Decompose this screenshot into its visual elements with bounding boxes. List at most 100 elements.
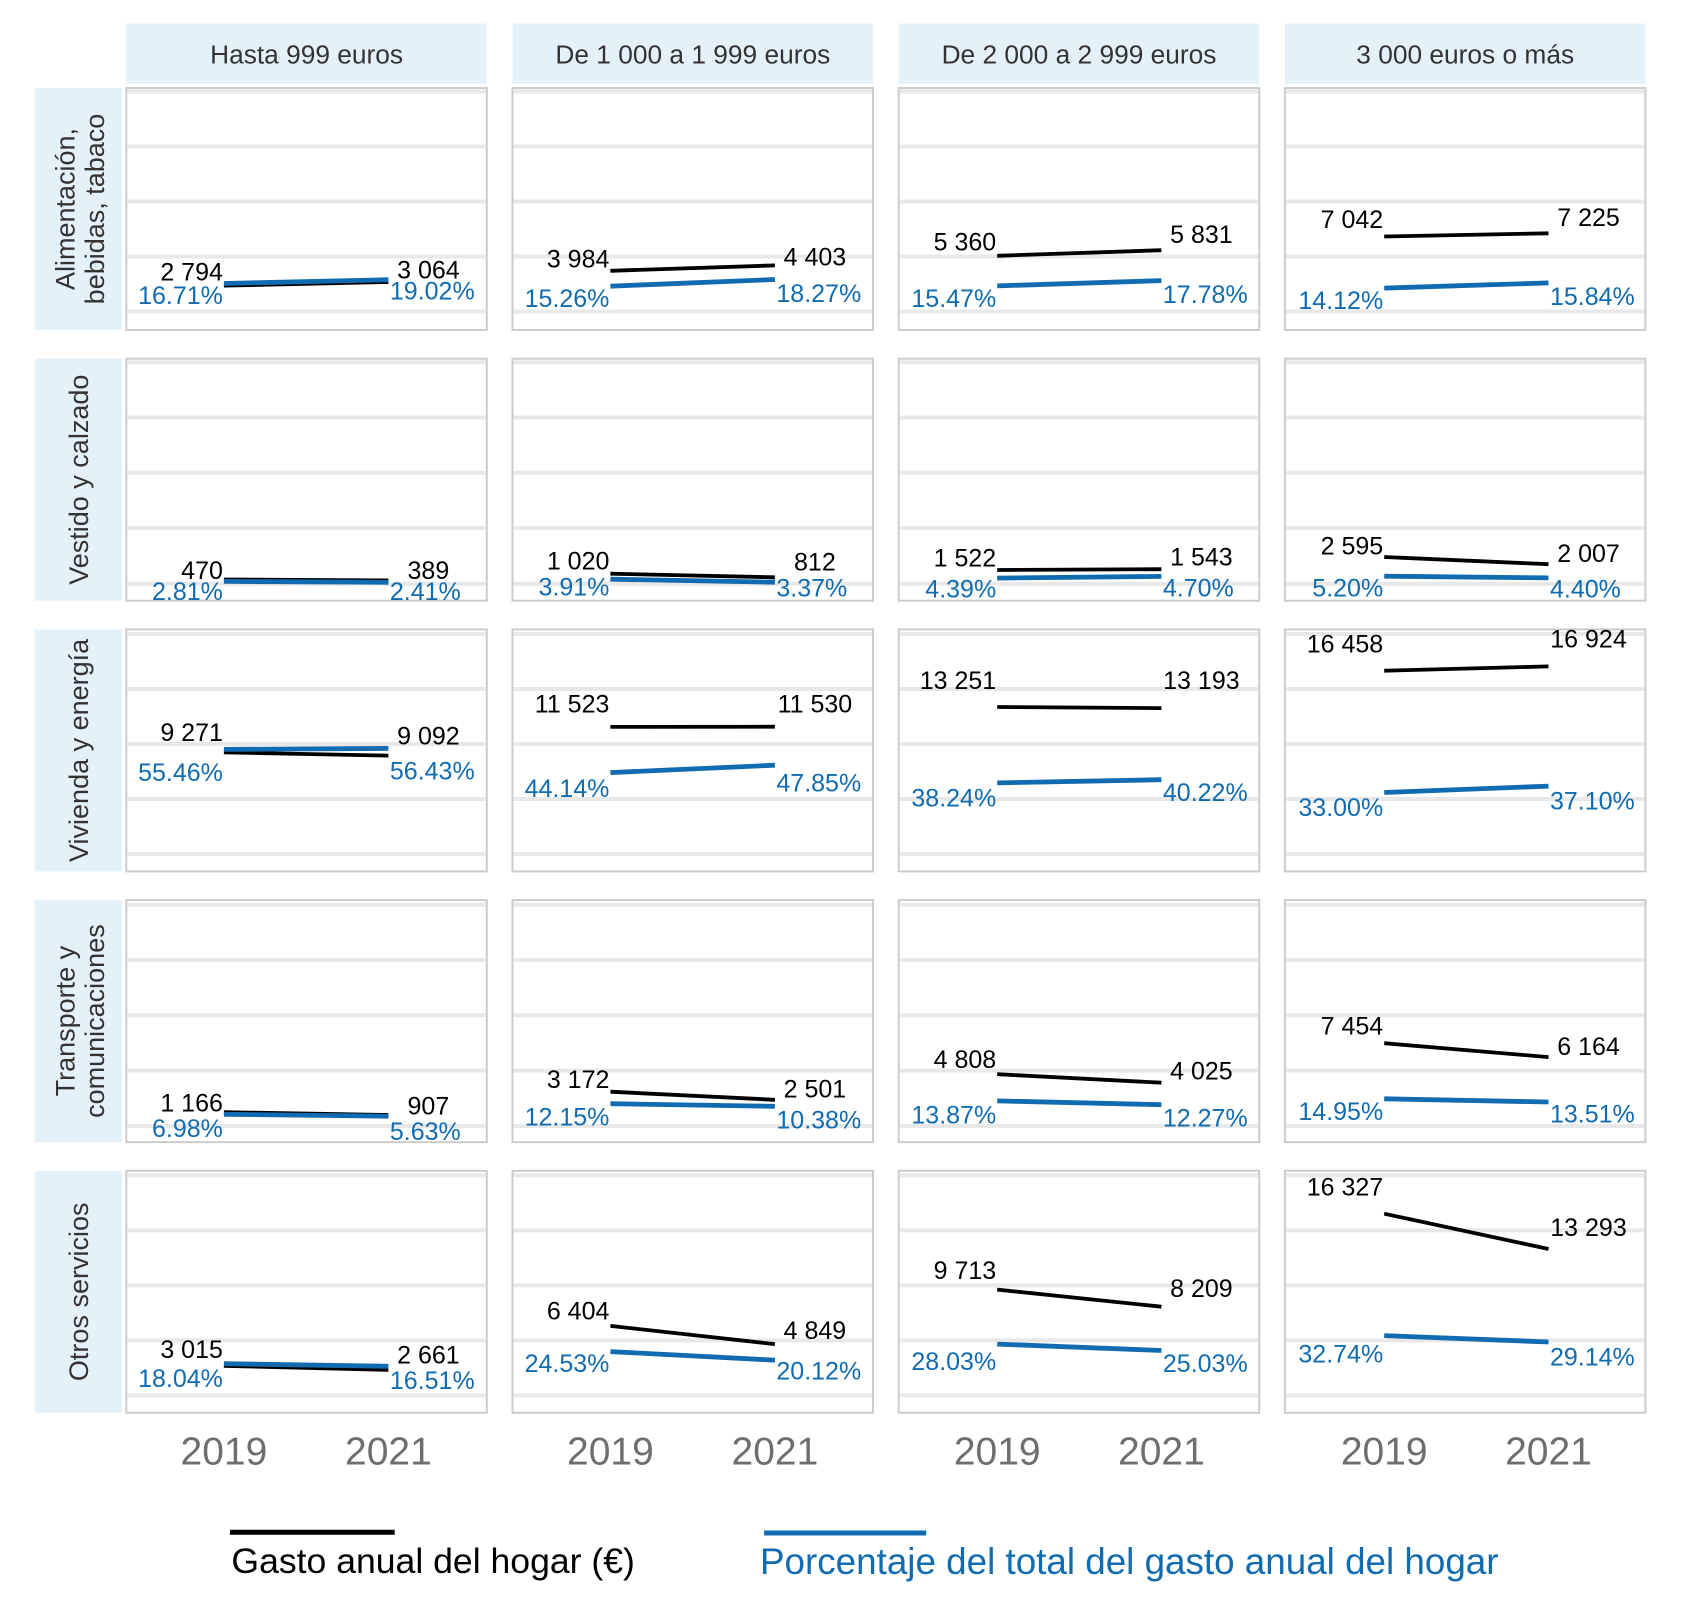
svg-text:29.14%: 29.14% [1550,1344,1635,1372]
svg-text:2019: 2019 [567,1431,654,1474]
svg-text:Porcentaje del total del gasto: Porcentaje del total del gasto anual del… [760,1541,1499,1582]
svg-text:1 522: 1 522 [934,544,997,572]
svg-text:12.15%: 12.15% [525,1104,610,1132]
svg-text:8 209: 8 209 [1170,1275,1233,1303]
svg-text:10.38%: 10.38% [776,1107,861,1135]
svg-text:7 454: 7 454 [1321,1013,1384,1041]
svg-text:15.47%: 15.47% [911,285,996,313]
svg-text:40.22%: 40.22% [1163,779,1248,807]
svg-text:15.84%: 15.84% [1550,283,1635,311]
svg-text:907: 907 [408,1092,450,1120]
svg-text:2.81%: 2.81% [152,578,223,606]
svg-text:13 251: 13 251 [920,667,996,695]
svg-text:3.37%: 3.37% [776,574,847,602]
svg-text:Transporte y: Transporte y [51,945,81,1096]
svg-text:6 404: 6 404 [547,1298,610,1326]
svg-text:812: 812 [794,549,836,577]
svg-text:4.40%: 4.40% [1550,575,1621,603]
svg-text:2021: 2021 [1118,1431,1205,1474]
svg-text:4.39%: 4.39% [925,575,996,603]
svg-text:2021: 2021 [732,1431,819,1474]
svg-text:2021: 2021 [345,1431,432,1474]
svg-text:7 042: 7 042 [1321,206,1384,234]
svg-text:De 2 000 a 2 999 euros: De 2 000 a 2 999 euros [942,39,1217,69]
svg-text:Hasta 999 euros: Hasta 999 euros [210,39,403,69]
svg-text:16.71%: 16.71% [138,282,223,310]
svg-text:13.51%: 13.51% [1550,1100,1635,1128]
svg-text:3 015: 3 015 [160,1336,223,1364]
svg-text:3 172: 3 172 [547,1066,610,1094]
svg-text:11 530: 11 530 [778,690,853,718]
svg-text:3 064: 3 064 [397,256,460,284]
svg-text:1 543: 1 543 [1170,543,1233,571]
svg-text:16 458: 16 458 [1307,631,1383,659]
svg-text:47.85%: 47.85% [776,769,861,797]
svg-text:44.14%: 44.14% [525,775,610,803]
svg-text:28.03%: 28.03% [911,1348,996,1376]
svg-text:2 007: 2 007 [1557,540,1620,568]
svg-text:4 025: 4 025 [1170,1058,1233,1086]
svg-text:24.53%: 24.53% [525,1350,610,1378]
svg-text:1 020: 1 020 [547,548,610,576]
svg-text:389: 389 [408,557,450,585]
svg-text:3 000 euros o más: 3 000 euros o más [1356,39,1574,69]
svg-text:5.63%: 5.63% [390,1118,461,1146]
svg-text:9 271: 9 271 [160,719,223,747]
svg-text:2019: 2019 [181,1431,268,1474]
svg-text:18.27%: 18.27% [776,280,861,308]
svg-text:Vestido y calzado: Vestido y calzado [64,375,94,585]
svg-text:13 293: 13 293 [1550,1214,1626,1242]
svg-text:18.04%: 18.04% [138,1365,223,1393]
svg-text:3.91%: 3.91% [539,573,610,601]
svg-text:4 403: 4 403 [784,243,847,271]
svg-text:13 193: 13 193 [1163,667,1239,695]
svg-text:25.03%: 25.03% [1163,1350,1248,1378]
svg-text:33.00%: 33.00% [1298,794,1383,822]
svg-text:7 225: 7 225 [1557,204,1620,232]
svg-text:19.02%: 19.02% [390,278,475,306]
svg-text:16 327: 16 327 [1307,1174,1383,1202]
svg-text:4.70%: 4.70% [1163,574,1234,602]
svg-text:bebidas, tabaco: bebidas, tabaco [80,114,110,305]
svg-text:17.78%: 17.78% [1163,281,1248,309]
svg-text:15.26%: 15.26% [525,285,610,313]
svg-text:5.20%: 5.20% [1312,574,1383,602]
svg-text:6 164: 6 164 [1557,1033,1620,1061]
svg-text:2 595: 2 595 [1321,533,1384,561]
svg-text:55.46%: 55.46% [138,759,223,787]
svg-text:32.74%: 32.74% [1298,1340,1383,1368]
svg-text:14.12%: 14.12% [1298,287,1383,315]
svg-text:56.43%: 56.43% [390,758,475,786]
svg-text:2.41%: 2.41% [390,578,461,606]
svg-text:1 166: 1 166 [160,1090,223,1118]
svg-text:6.98%: 6.98% [152,1115,223,1143]
svg-text:11 523: 11 523 [535,690,610,718]
svg-text:37.10%: 37.10% [1550,788,1635,816]
svg-text:2 794: 2 794 [160,258,223,286]
svg-text:12.27%: 12.27% [1163,1105,1248,1133]
svg-text:5 360: 5 360 [934,229,997,257]
svg-text:14.95%: 14.95% [1298,1098,1383,1126]
svg-text:20.12%: 20.12% [776,1357,861,1385]
svg-text:5 831: 5 831 [1170,221,1233,249]
svg-text:Otros servicios: Otros servicios [64,1203,94,1382]
svg-text:2019: 2019 [954,1431,1041,1474]
svg-text:16 924: 16 924 [1550,626,1627,654]
svg-text:13.87%: 13.87% [911,1101,996,1129]
svg-text:3 984: 3 984 [547,246,610,274]
svg-text:2 501: 2 501 [784,1076,847,1104]
svg-text:De 1 000 a 1 999 euros: De 1 000 a 1 999 euros [555,39,830,69]
svg-text:2 661: 2 661 [397,1341,460,1369]
svg-text:Alimentación,: Alimentación, [51,128,81,290]
svg-text:16.51%: 16.51% [390,1367,475,1395]
svg-text:38.24%: 38.24% [911,784,996,812]
svg-text:9 713: 9 713 [934,1257,997,1285]
svg-text:2021: 2021 [1505,1431,1592,1474]
svg-text:2019: 2019 [1341,1431,1428,1474]
svg-text:Vivienda y energía: Vivienda y energía [64,638,94,862]
svg-text:9 092: 9 092 [397,722,460,750]
svg-text:4 808: 4 808 [934,1046,997,1074]
svg-text:470: 470 [181,557,223,585]
svg-text:Gasto anual del hogar (€): Gasto anual del hogar (€) [231,1541,634,1581]
svg-text:4 849: 4 849 [784,1317,847,1345]
